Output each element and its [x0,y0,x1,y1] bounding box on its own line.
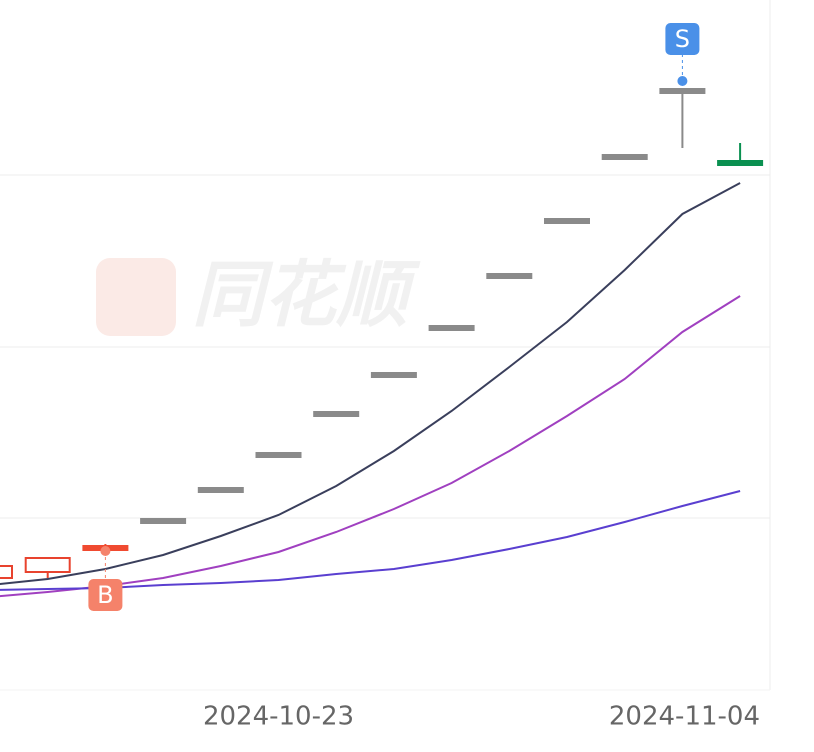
candle-body [370,372,417,378]
candle-body [601,154,648,160]
candle-body [255,452,302,458]
candle-body [486,273,533,279]
watermark-logo [96,258,176,336]
candle-body [0,565,13,579]
ma-line [0,295,741,598]
marker-badge [88,579,123,611]
candle-body [197,487,244,493]
marker-dot [677,76,688,86]
x-tick-label: 2024-11-04 [609,702,760,732]
x-tick-label: 2024-10-23 [203,702,354,732]
ma-line [0,182,741,585]
candle-body [24,557,71,573]
marker-badge [665,23,700,55]
candle-body [428,325,475,331]
marker-label: B [97,581,113,609]
candle-body [140,518,187,524]
candle-body [313,411,360,417]
candle-body [659,88,706,94]
watermark: 同花顺 [192,253,421,337]
marker-dot [100,546,111,556]
ma-line [0,490,741,591]
candle-body [544,218,590,224]
marker-label: S [675,25,690,53]
candle-body [717,160,764,166]
